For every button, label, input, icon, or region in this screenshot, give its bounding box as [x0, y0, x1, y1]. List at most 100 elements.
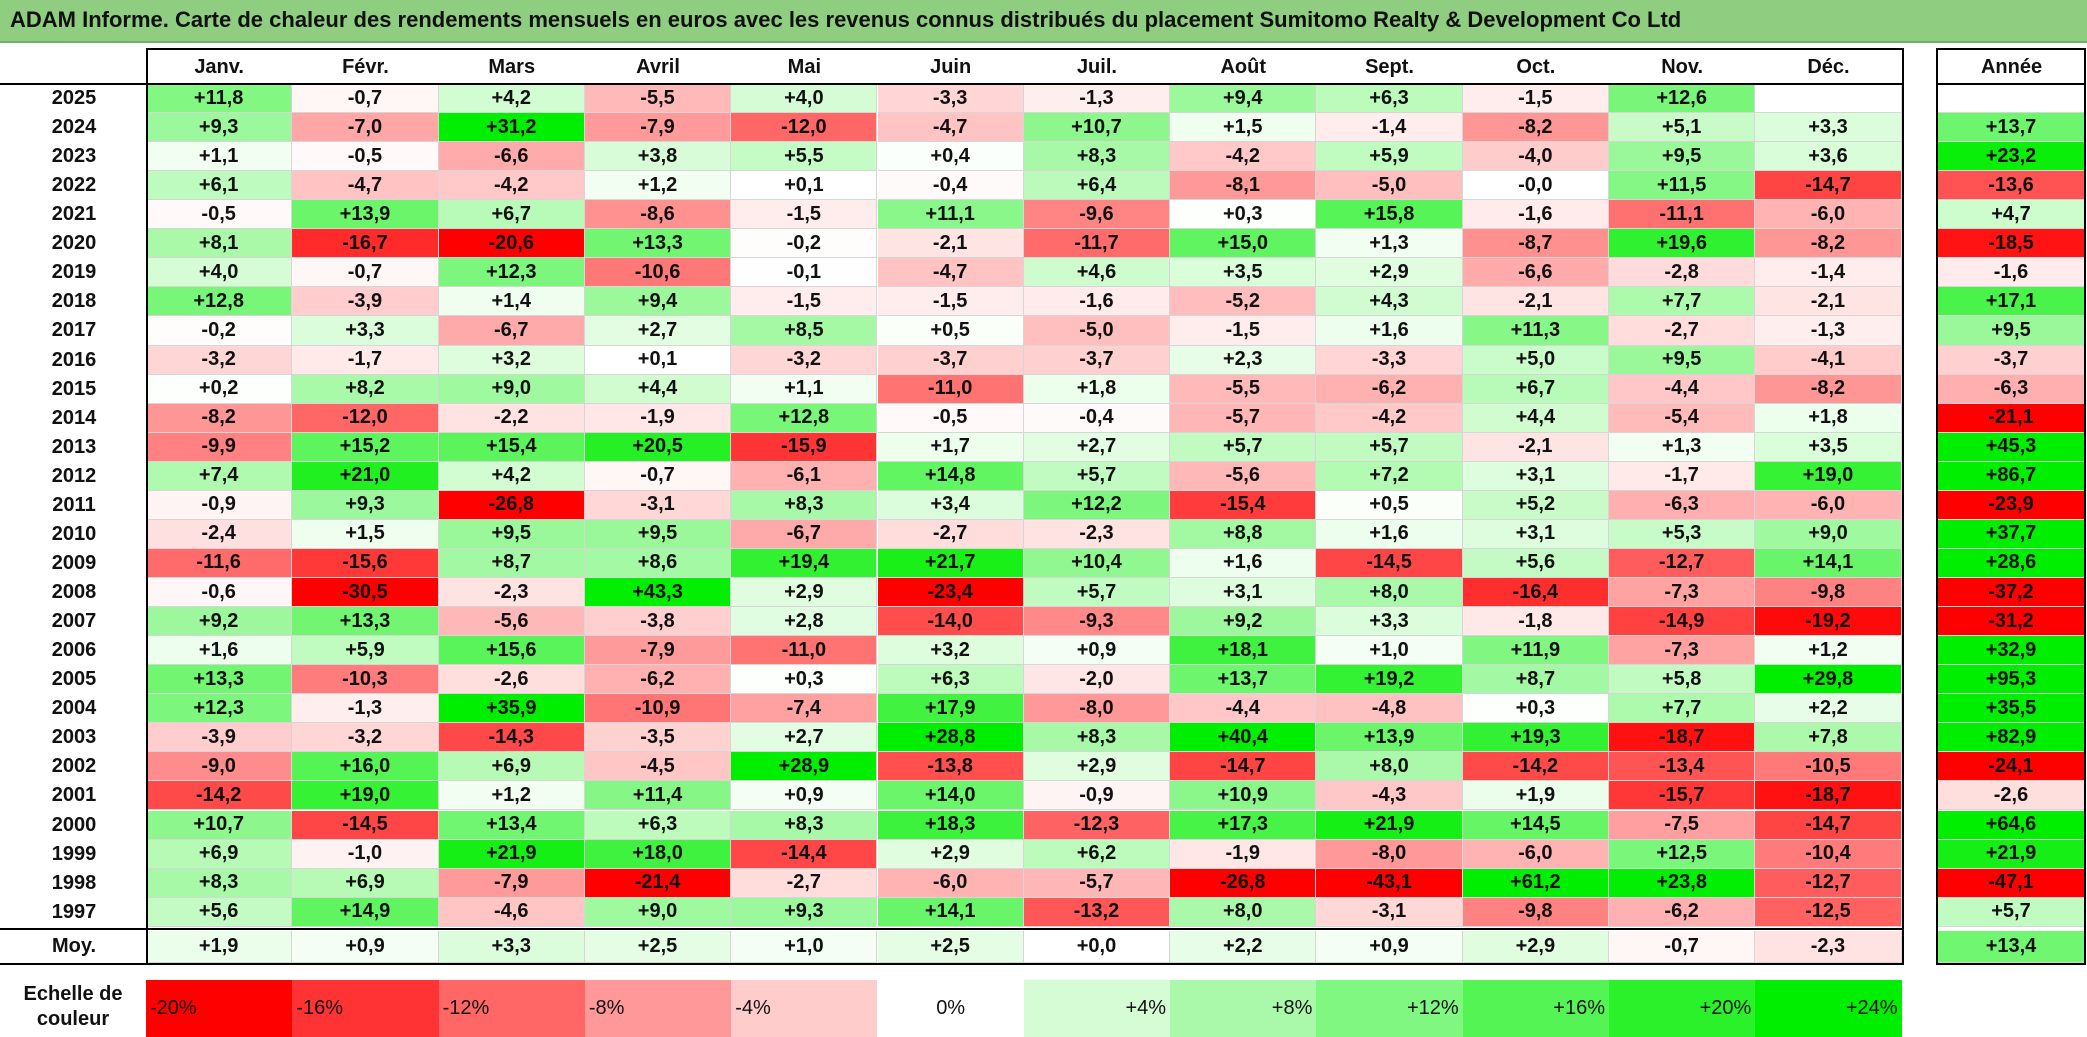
average-cell: +1,9: [146, 930, 293, 963]
heatmap-cell: +9,4: [1170, 84, 1317, 114]
heatmap-cell: +12,6: [1609, 84, 1756, 114]
heatmap-cell: -13,8: [877, 752, 1024, 782]
heatmap-cell: -0,7: [584, 461, 732, 491]
average-label: Moy.: [2, 930, 146, 963]
heatmap-cell: -14,7: [1755, 171, 1902, 201]
heatmap-cell: +15,6: [438, 636, 585, 666]
heatmap-cell: +13,7: [1170, 665, 1317, 695]
heatmap-cell: +28,8: [877, 723, 1024, 753]
annual-cell: -37,2: [1938, 578, 2085, 608]
heatmap-cell: +1,6: [1316, 519, 1463, 549]
heatmap-cell: -1,3: [292, 694, 439, 724]
heatmap-cell: +3,3: [292, 316, 439, 346]
heatmap-cell: +1,9: [1462, 781, 1609, 811]
heatmap-cell: +6,7: [438, 200, 585, 230]
average-top-border: [0, 927, 1904, 930]
heatmap-cell: +4,6: [1023, 258, 1171, 288]
heatmap-cell: +9,5: [1609, 142, 1756, 172]
heatmap-cell: +11,1: [877, 200, 1024, 230]
heatmap-cell: +8,2: [292, 374, 439, 404]
heatmap-cell: +10,7: [1023, 113, 1171, 143]
heatmap-cell: -8,0: [1316, 839, 1463, 869]
heatmap-cell: -0,5: [292, 142, 439, 172]
heatmap-cell: +14,9: [292, 897, 439, 927]
heatmap-cell: -20,6: [438, 229, 585, 259]
annual-cell: -23,9: [1938, 490, 2085, 520]
heatmap-cell: +14,0: [877, 781, 1024, 811]
annual-cell: +82,9: [1938, 723, 2085, 753]
heatmap-cell: +7,7: [1609, 694, 1756, 724]
heatmap-cell: +8,7: [1462, 665, 1609, 695]
heatmap-cell: +9,0: [1755, 519, 1902, 549]
heatmap-cell: -11,7: [1023, 229, 1171, 259]
heatmap-cell: +19,0: [1755, 461, 1902, 491]
heatmap-cell: +5,9: [1316, 142, 1463, 172]
heatmap-cell: -2,1: [1462, 432, 1609, 462]
heatmap-cell: +3,3: [1316, 607, 1463, 637]
heatmap-cell: +0,9: [1023, 636, 1171, 666]
heatmap-cell: -2,0: [1023, 665, 1171, 695]
heatmap-cell: -5,5: [584, 84, 732, 114]
average-cell: +0,0: [1023, 930, 1171, 963]
heatmap-cell: +12,5: [1609, 839, 1756, 869]
heatmap-cell: -3,2: [292, 723, 439, 753]
heatmap-cell: +12,3: [438, 258, 585, 288]
heatmap-cell: -14,7: [1755, 810, 1902, 840]
heatmap-cell: -2,7: [877, 519, 1024, 549]
heatmap-cell: +1,6: [1316, 316, 1463, 346]
heatmap-cell: +8,1: [146, 229, 293, 259]
heatmap-cell: -1,5: [731, 287, 878, 317]
heatmap-cell: -3,3: [877, 84, 1024, 114]
heatmap-cell: -0,6: [146, 578, 293, 608]
heatmap-cell: +7,7: [1609, 287, 1756, 317]
heatmap-cell: +8,3: [731, 490, 878, 520]
year-label: 2019: [2, 258, 146, 288]
heatmap-cell: -2,1: [1462, 287, 1609, 317]
heatmap-cell: +13,4: [438, 810, 585, 840]
year-label: 2009: [2, 548, 146, 578]
heatmap-cell: +17,9: [877, 694, 1024, 724]
heatmap-cell: +19,2: [1316, 665, 1463, 695]
heatmap-cell: +3,1: [1462, 461, 1609, 491]
heatmap-cell: +2,8: [731, 607, 878, 637]
heatmap-cell: +5,6: [146, 897, 293, 927]
heatmap-cell: -15,4: [1170, 490, 1317, 520]
month-header: Oct.: [1462, 50, 1609, 84]
heatmap-cell: -2,1: [877, 229, 1024, 259]
heatmap-cell: +15,0: [1170, 229, 1317, 259]
heatmap-cell: +2,7: [1023, 432, 1171, 462]
heatmap-cell: -3,9: [292, 287, 439, 317]
heatmap-cell: -8,2: [1755, 374, 1902, 404]
heatmap-cell: +11,5: [1609, 171, 1756, 201]
annual-cell: -21,1: [1938, 403, 2085, 433]
heatmap-cell: +0,1: [584, 345, 732, 375]
heatmap-cell: +4,4: [1462, 403, 1609, 433]
heatmap-cell: -4,5: [584, 752, 732, 782]
heatmap-cell: -4,4: [1170, 694, 1317, 724]
color-scale-swatch: -16%: [292, 980, 439, 1037]
heatmap-cell: -2,3: [438, 578, 585, 608]
heatmap-cell: +7,8: [1755, 723, 1902, 753]
heatmap-cell: +16,0: [292, 752, 439, 782]
month-header: Sept.: [1316, 50, 1463, 84]
heatmap-cell: -15,7: [1609, 781, 1756, 811]
heatmap-cell: +1,2: [438, 781, 585, 811]
heatmap-cell: -4,0: [1462, 142, 1609, 172]
heatmap-cell: +0,9: [731, 781, 878, 811]
heatmap-cell: -7,9: [584, 113, 732, 143]
heatmap-cell: +35,9: [438, 694, 585, 724]
heatmap-cell: +2,9: [731, 578, 878, 608]
heatmap-cell: -14,5: [292, 810, 439, 840]
heatmap-cell: +3,3: [1755, 113, 1902, 143]
heatmap-cell: -13,4: [1609, 752, 1756, 782]
heatmap-cell: +13,3: [584, 229, 732, 259]
color-scale-swatch: +4%: [1023, 980, 1171, 1037]
heatmap-cell: +0,5: [1316, 490, 1463, 520]
heatmap-cell: +29,8: [1755, 665, 1902, 695]
heatmap-cell: -13,2: [1023, 897, 1171, 927]
heatmap-cell: -6,7: [438, 316, 585, 346]
heatmap-cell: -4,2: [438, 171, 585, 201]
heatmap-cell: -1,4: [1755, 258, 1902, 288]
heatmap-cell: +5,8: [1609, 665, 1756, 695]
heatmap-cell: +4,0: [731, 84, 878, 114]
